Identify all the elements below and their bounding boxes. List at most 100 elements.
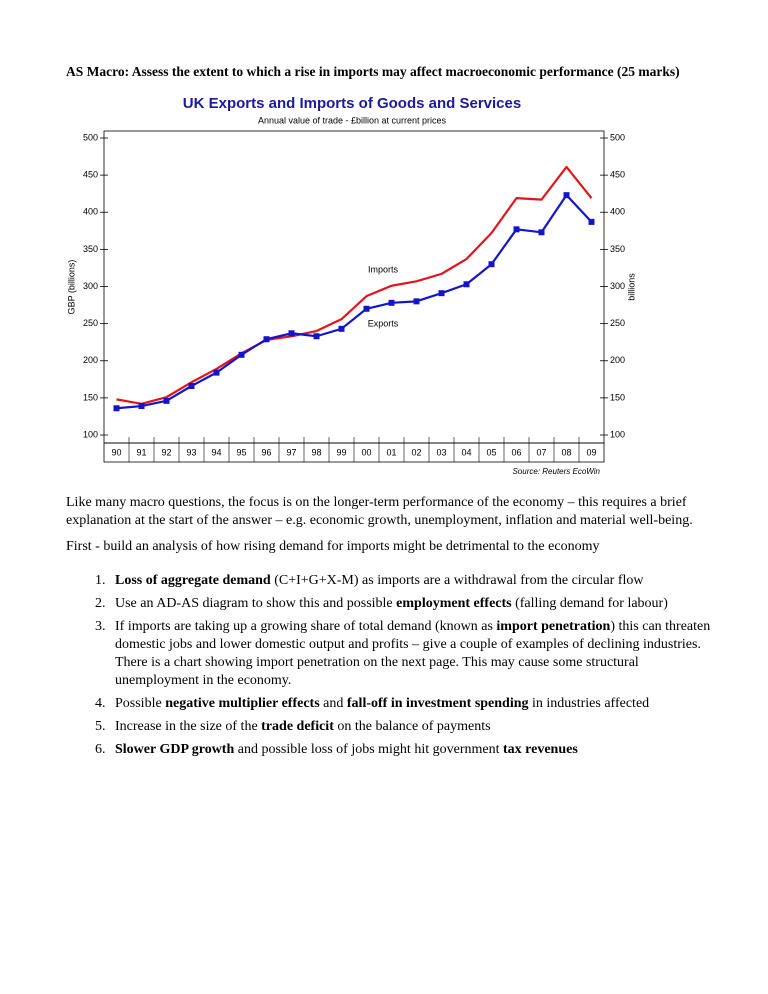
x-tick-label: 98 (311, 447, 321, 457)
data-point (238, 351, 245, 358)
data-point (388, 299, 395, 306)
y2-axis-label: billions (626, 273, 636, 301)
x-tick-label: 90 (111, 447, 121, 457)
bold-text: fall-off in investment spending (346, 696, 529, 711)
x-tick-label: 94 (211, 447, 221, 457)
text: Possible (115, 696, 166, 711)
y2-tick-label: 250 (610, 318, 625, 328)
y-tick-label: 200 (83, 355, 98, 365)
bold-text: Slower GDP growth (115, 742, 235, 757)
text: Use an AD-AS diagram to show this and po… (115, 596, 397, 611)
data-point (363, 305, 370, 312)
x-tick-label: 06 (511, 447, 521, 457)
bold-text: Loss of aggregate demand (115, 573, 271, 588)
bold-text: tax revenues (502, 742, 578, 757)
y2-tick-label: 500 (610, 132, 625, 142)
list-item: If imports are taking up a growing share… (109, 618, 711, 690)
data-point (313, 333, 320, 340)
x-tick-label: 03 (436, 447, 446, 457)
x-tick-label: 01 (386, 447, 396, 457)
bold-text: trade deficit (261, 719, 334, 734)
y2-tick-label: 100 (610, 429, 625, 439)
heading: AS Macro: Assess the extent to which a r… (66, 64, 680, 79)
x-tick-label: 99 (336, 447, 346, 457)
x-tick-label: 92 (161, 447, 171, 457)
x-tick-label: 05 (486, 447, 496, 457)
text: and possible loss of jobs might hit gove… (234, 742, 503, 757)
data-point (113, 405, 120, 412)
y2-tick-label: 200 (610, 355, 625, 365)
data-point (563, 192, 570, 199)
text: in industries affected (528, 696, 650, 711)
x-tick-label: 02 (411, 447, 421, 457)
data-point (538, 229, 545, 236)
y-tick-label: 250 (83, 318, 98, 328)
list-item: Use an AD-AS diagram to show this and po… (109, 595, 711, 613)
x-tick-label: 95 (236, 447, 246, 457)
text: If imports are taking up a growing share… (115, 619, 497, 634)
x-tick-label: 91 (136, 447, 146, 457)
y-tick-label: 100 (83, 429, 98, 439)
data-point (463, 281, 470, 288)
x-tick-label: 04 (461, 447, 471, 457)
bold-text: employment effects (396, 596, 512, 611)
data-point (338, 325, 345, 332)
chart-subtitle: Annual value of trade - £billion at curr… (258, 115, 447, 125)
list-item: Slower GDP growth and possible loss of j… (109, 741, 711, 759)
x-tick-label: 09 (586, 447, 596, 457)
y-axis-label: GBP (billions) (66, 260, 76, 315)
chart-title: UK Exports and Imports of Goods and Serv… (183, 95, 521, 112)
data-point (513, 226, 520, 233)
y2-tick-label: 450 (610, 170, 625, 180)
text: and (319, 696, 347, 711)
data-point (213, 369, 220, 376)
x-tick-label: 07 (536, 447, 546, 457)
text: on the balance of payments (333, 719, 491, 734)
data-point (288, 330, 295, 337)
x-tick-label: 08 (561, 447, 571, 457)
bold-text: import penetration (496, 619, 611, 634)
series-line (116, 165, 593, 405)
chart: UK Exports and Imports of Goods and Serv… (66, 95, 636, 476)
source-note: Source: Reuters EcoWin (512, 467, 600, 476)
data-point (138, 403, 145, 410)
list-item: Increase in the size of the trade defici… (109, 718, 711, 736)
series-line (116, 194, 593, 410)
x-tick-label: 93 (186, 447, 196, 457)
numbered-list: Loss of aggregate demand (C+I+G+X-M) as … (66, 572, 711, 759)
data-point (438, 290, 445, 297)
data-point (488, 261, 495, 268)
x-tick-label: 96 (261, 447, 271, 457)
data-point (413, 298, 420, 305)
y2-tick-label: 150 (610, 392, 625, 402)
y-tick-label: 500 (83, 132, 98, 142)
text: (C+I+G+X-M) as imports are a withdrawal … (270, 573, 644, 588)
plot-frame (103, 130, 605, 444)
data-point (263, 336, 270, 343)
list-item: Loss of aggregate demand (C+I+G+X-M) as … (109, 572, 711, 590)
paragraph: First - build an analysis of how rising … (66, 539, 600, 554)
y-tick-label: 400 (83, 207, 98, 217)
text: Increase in the size of the (115, 719, 262, 734)
body-text: Like many macro questions, the focus is … (66, 494, 711, 764)
data-point (163, 397, 170, 404)
x-tick-label: 97 (286, 447, 296, 457)
text: (falling demand for labour) (511, 596, 668, 611)
exports-annotation: Exports (368, 318, 399, 328)
y-tick-label: 300 (83, 281, 98, 291)
x-tick-label: 00 (361, 447, 371, 457)
data-point (588, 218, 595, 225)
y-tick-label: 150 (83, 392, 98, 402)
data-point (188, 382, 195, 389)
y-tick-label: 450 (83, 170, 98, 180)
list-item: Possible negative multiplier effects and… (109, 695, 711, 713)
y2-tick-label: 350 (610, 244, 625, 254)
paragraph: Like many macro questions, the focus is … (66, 495, 693, 528)
text: ) this can threaten domestic jobs and lo… (115, 619, 711, 688)
y2-tick-label: 400 (610, 207, 625, 217)
imports-annotation: Imports (368, 264, 399, 274)
bold-text: negative multiplier effects (165, 696, 320, 711)
y2-tick-label: 300 (610, 281, 625, 291)
y-tick-label: 350 (83, 244, 98, 254)
